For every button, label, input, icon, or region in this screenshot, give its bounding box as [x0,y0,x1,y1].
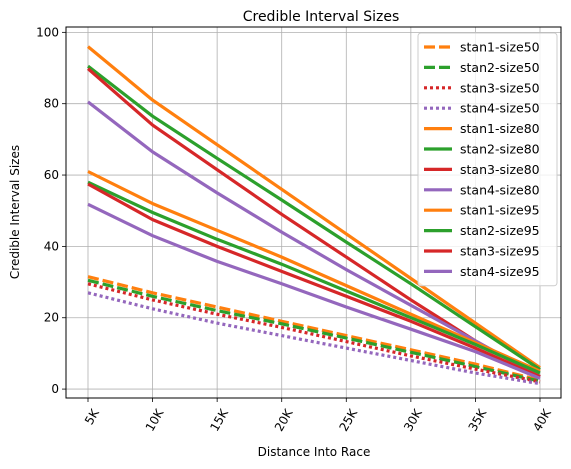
series-line-stan4-size80 [87,100,541,379]
series-line-stan1-size95 [87,170,541,373]
series-line-stan2-size50 [87,278,541,383]
plot-frame [65,26,562,399]
series-line-stan2-size80 [87,64,541,371]
legend-box [417,32,558,287]
legend-label-stan2-size50: stan2-size50 [460,60,540,75]
legend-label-stan2-size95: stan2-size95 [460,223,540,238]
y-tick-label: 40 [44,239,59,253]
legend-label-stan3-size80: stan3-size80 [460,162,540,177]
series-line-stan3-size50 [87,282,541,384]
legend-label-stan1-size50: stan1-size50 [460,40,540,55]
y-tick-label: 0 [51,382,59,396]
legend-label-stan2-size80: stan2-size80 [460,142,540,157]
legend-label-stan4-size95: stan4-size95 [460,264,540,279]
y-tick-label: 60 [44,168,59,182]
y-tick-label: 20 [44,311,59,325]
series-line-stan1-size50 [87,275,541,382]
y-tick-label: 100 [36,25,59,39]
legend-label-stan3-size95: stan3-size95 [460,244,540,259]
series-lines [86,45,541,386]
legend-label-stan4-size80: stan4-size80 [460,182,540,197]
series-line-stan3-size95 [87,182,541,379]
chart-title: Credible Interval Sizes [243,9,400,25]
y-axis-label: Credible Interval Sizes [8,145,22,279]
series-line-stan1-size80 [86,45,541,370]
legend-label-stan1-size95: stan1-size95 [460,203,540,218]
series-line-stan4-size95 [87,202,541,380]
series-line-stan4-size50 [87,291,541,386]
x-axis-label: Distance Into Race [258,445,371,459]
legend-label-stan3-size50: stan3-size50 [460,80,540,95]
y-tick-label: 80 [44,97,59,111]
series-line-stan2-size95 [87,180,541,375]
legend-label-stan4-size50: stan4-size50 [460,101,540,116]
legend-label-stan1-size80: stan1-size80 [460,121,540,136]
legend: stan1-size50 stan2-size50 stan3-size50 stan… [417,32,558,287]
